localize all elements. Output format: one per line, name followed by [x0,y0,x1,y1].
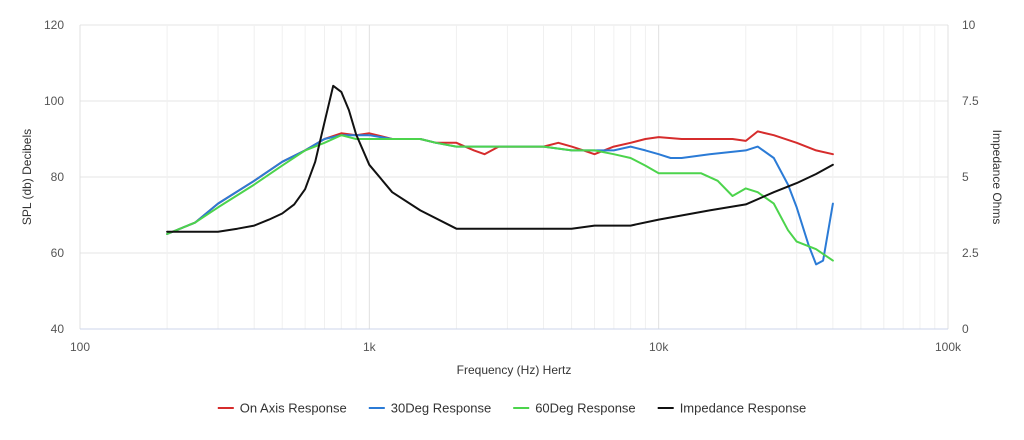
x-tick-label: 100 [70,340,90,354]
y-right-tick-label: 0 [962,322,969,336]
y-right-tick-label: 2.5 [962,246,979,260]
y-right-tick-label: 5 [962,170,969,184]
y-right-tick-label: 10 [962,18,976,32]
series-line-60deg-response [166,134,834,262]
legend-label: 30Deg Response [391,401,491,416]
y-left-tick-label: 40 [51,322,65,336]
y-left-tick-label: 100 [44,94,64,108]
legend-item[interactable]: On Axis Response [217,401,347,416]
legend-item[interactable]: 30Deg Response [368,401,491,416]
y-right-tick-label: 7.5 [962,94,979,108]
grid [79,24,949,330]
y-left-tick-label: 80 [51,170,65,184]
x-tick-label: 10k [649,340,669,354]
x-tick-label: 100k [935,340,962,354]
legend-label: 60Deg Response [535,401,635,416]
y-axis-right-title: Impedance Ohms [990,130,1004,225]
legend[interactable]: On Axis Response 30Deg Response 60Deg Resp… [217,401,806,416]
y-left-tick-label: 60 [51,246,65,260]
legend-item[interactable]: 60Deg Response [513,401,636,416]
tick-labels: 40 0 60 2.5 80 5 100 7.5 120 10 100 1k 10k 100k [44,18,979,354]
legend-item[interactable]: Impedance Response [657,401,806,416]
y-axis-left-title: SPL (db) Decibels [20,129,34,225]
series-line-impedance-response [166,84,834,233]
y-left-tick-label: 120 [44,18,64,32]
series-line-30deg-response [166,134,834,266]
x-axis-title: Frequency (Hz) Hertz [457,363,572,377]
x-tick-label: 1k [363,340,377,354]
series-lines [166,84,834,266]
legend-label: Impedance Response [680,401,806,416]
legend-label: On Axis Response [240,401,347,416]
